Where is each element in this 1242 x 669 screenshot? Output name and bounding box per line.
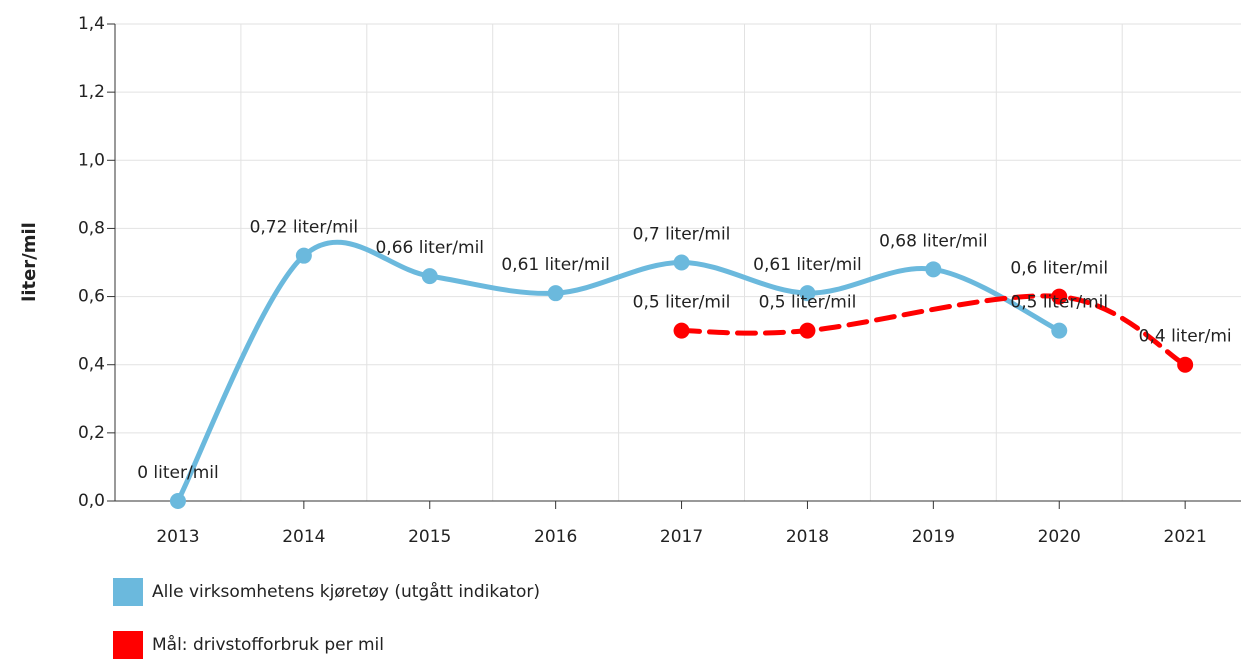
- x-tick-label: 2018: [786, 527, 829, 547]
- point: [547, 285, 564, 302]
- data-label: 0,6 liter/mil: [1010, 259, 1108, 279]
- x-tick-label: 2021: [1164, 527, 1207, 547]
- point: [925, 261, 942, 278]
- y-tick-label: 0,8: [78, 218, 105, 238]
- point: [673, 322, 690, 339]
- x-tick-label: 2016: [534, 527, 577, 547]
- y-tick-label: 0,4: [78, 355, 105, 375]
- x-tick-label: 2020: [1038, 527, 1081, 547]
- point: [295, 247, 312, 264]
- data-label: 0 liter/mil: [137, 463, 219, 483]
- x-tick-label: 2014: [282, 527, 325, 547]
- legend-label: Mål: drivstofforbruk per mil: [152, 634, 384, 655]
- legend-swatch: [113, 631, 143, 659]
- data-label: 0,72 liter/mil: [250, 218, 359, 238]
- point: [673, 254, 690, 271]
- data-label: 0,5 liter/mil: [759, 293, 857, 313]
- x-tick-label: 2013: [156, 527, 199, 547]
- x-tick-label: 2019: [912, 527, 955, 547]
- y-tick-label: 0,2: [78, 423, 105, 443]
- data-label: 0,4 liter/mi: [1139, 327, 1232, 347]
- point: [1051, 288, 1068, 305]
- data-label: 0,61 liter/mil: [501, 255, 610, 275]
- data-label: 0,7 liter/mil: [633, 225, 731, 245]
- point: [169, 493, 186, 509]
- y-tick-label: 0,0: [78, 491, 105, 511]
- point: [799, 322, 816, 339]
- legend-label: Alle virksomhetens kjøretøy (utgått indi…: [152, 581, 540, 602]
- data-label: 0,5 liter/mil: [633, 293, 731, 313]
- y-tick-label: 1,2: [78, 82, 105, 102]
- y-tick-label: 0,6: [78, 287, 105, 307]
- legend-swatch: [113, 578, 143, 606]
- point: [799, 285, 816, 302]
- y-tick-label: 1,4: [78, 14, 105, 34]
- series-line: [679, 293, 1188, 368]
- point: [421, 268, 438, 285]
- data-label: 0,66 liter/mil: [375, 238, 484, 258]
- y-axis-title: liter/mil: [19, 222, 40, 302]
- data-label: 0,5 liter/mil: [1010, 293, 1108, 313]
- x-tick-label: 2015: [408, 527, 451, 547]
- point: [1051, 322, 1068, 339]
- data-label: 0,68 liter/mil: [879, 231, 988, 251]
- y-tick-label: 1,0: [78, 150, 105, 170]
- data-label: 0,61 liter/mil: [753, 255, 862, 275]
- x-tick-label: 2017: [660, 527, 703, 547]
- point: [1177, 356, 1194, 373]
